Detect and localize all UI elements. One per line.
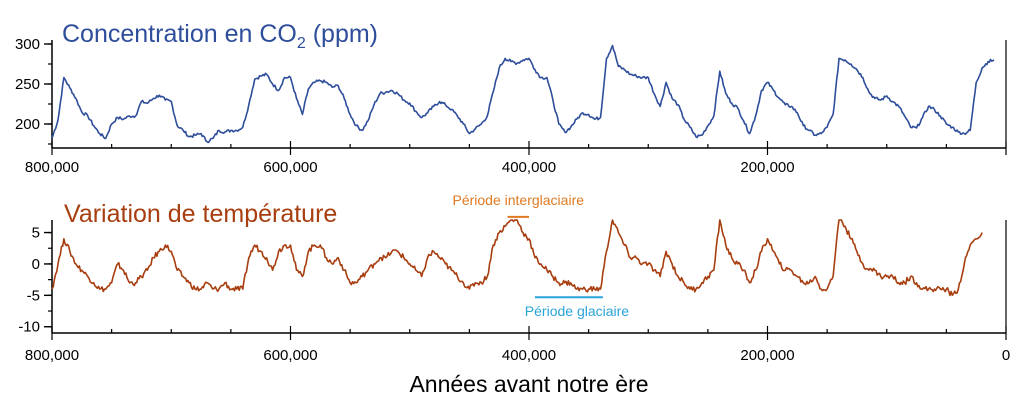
co2-panel: 800,000 600,000 400,000 200,000 200 250 300 Con… — [15, 20, 1007, 176]
co2-x-tick-label: 600,000 — [263, 159, 317, 176]
temp-x-tick-label: 0 — [1002, 347, 1010, 364]
co2-title: Concentration en CO2 (ppm) — [62, 20, 378, 52]
temp-y-tick-label: 0 — [32, 256, 40, 273]
co2-title-subscript: 2 — [297, 35, 306, 52]
annotation-label-0: Période interglaciaire — [453, 192, 585, 208]
co2-x-tick-label: 200,000 — [740, 159, 794, 176]
co2-title-suffix: (ppm) — [306, 20, 378, 48]
temp-x-tick-label: 200,000 — [740, 347, 794, 364]
temp-x-tick-label: 400,000 — [502, 347, 556, 364]
co2-x-tick-label: 400,000 — [502, 159, 556, 176]
temp-y-tick-label: -5 — [27, 287, 40, 304]
co2-y-tick-label: 200 — [15, 116, 40, 133]
temperature-panel: 800,000 600,000 400,000 200,000 0 5 0 -5 -10 Vari… — [18, 192, 1010, 364]
co2-y-tick-label: 250 — [15, 76, 40, 93]
annotation-label-1: Période glaciaire — [525, 303, 629, 319]
co2-x-tick-label: 800,000 — [25, 159, 79, 176]
temp-title: Variation de température — [64, 200, 337, 228]
temp-y-tick-label: -10 — [18, 319, 40, 336]
temp-x-tick-label: 800,000 — [25, 347, 79, 364]
co2-y-tick-label: 300 — [15, 36, 40, 53]
temp-x-tick-label: 600,000 — [263, 347, 317, 364]
temp-series-line — [51, 219, 983, 297]
temp-y-tick-label: 5 — [32, 225, 40, 242]
x-axis-label: Années avant notre ère — [409, 371, 648, 397]
co2-series-line — [51, 44, 995, 144]
